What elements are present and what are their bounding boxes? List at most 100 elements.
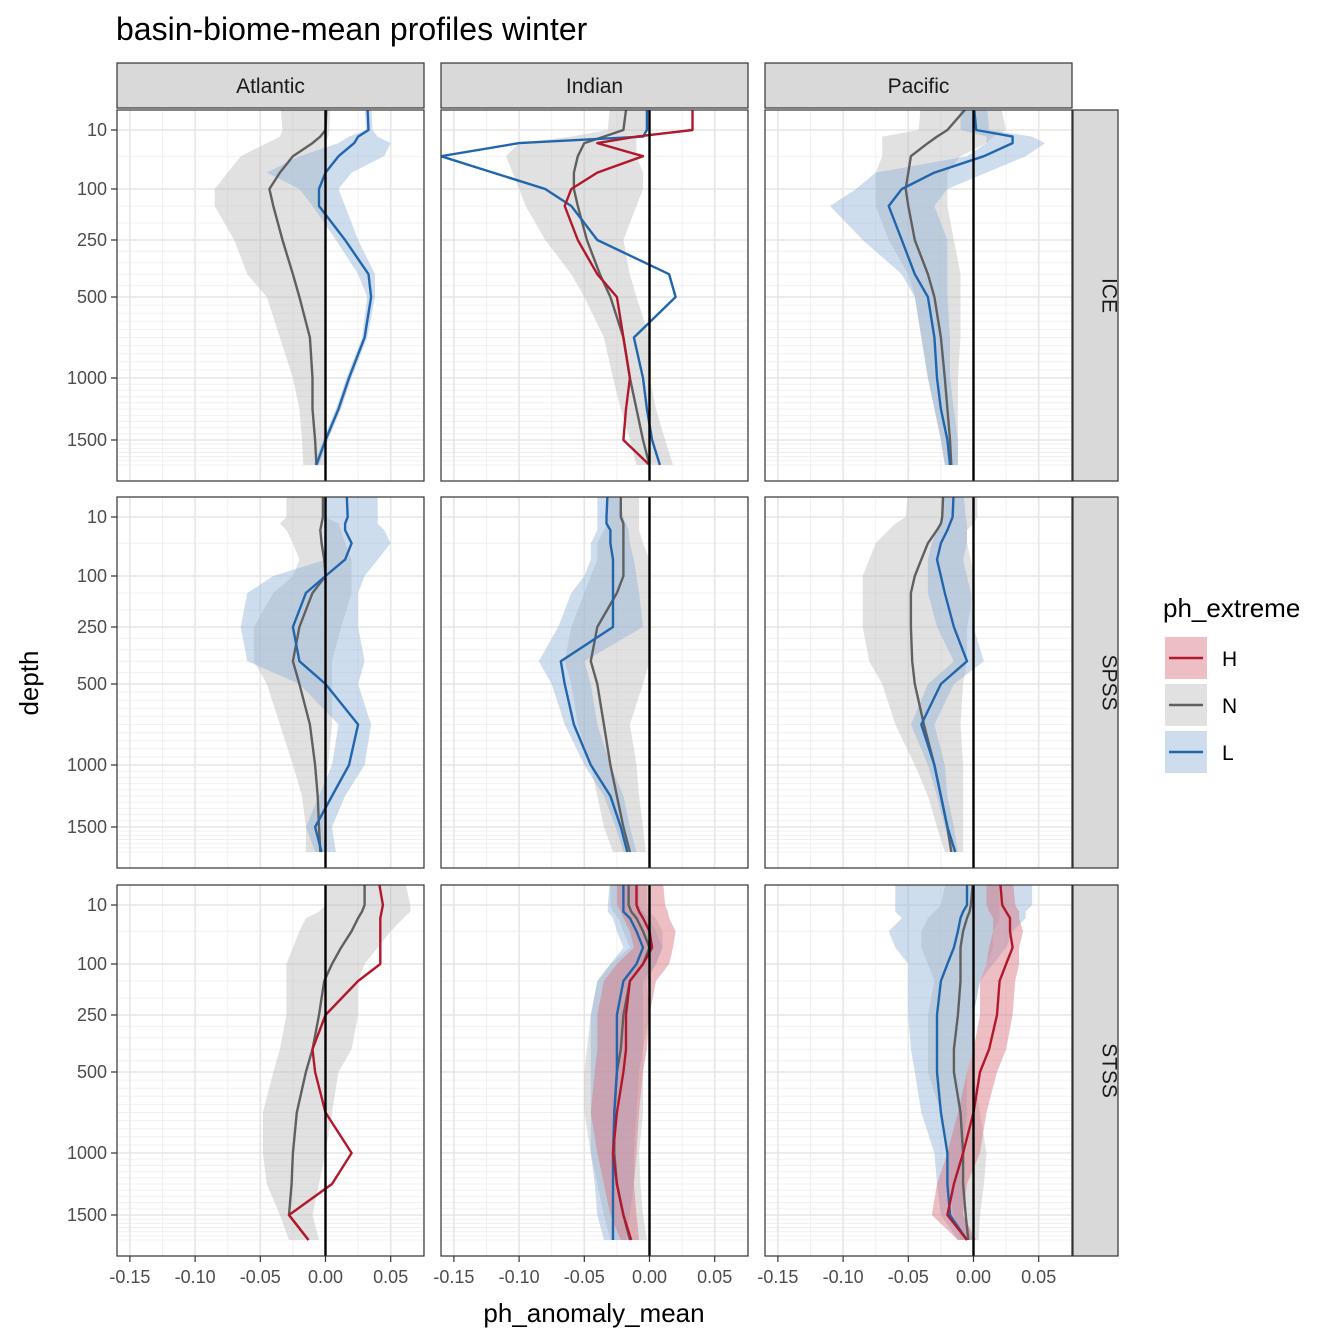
row-strip-spss xyxy=(1072,496,1119,869)
row-strip-label: SPSS xyxy=(1098,654,1121,710)
series-line-L xyxy=(611,885,645,1240)
panel-background xyxy=(117,497,424,868)
ribbon-L xyxy=(910,497,984,852)
panel-background xyxy=(117,110,424,481)
panel-border xyxy=(764,496,1073,869)
y-tick-label: 1000 xyxy=(67,1143,107,1163)
column-strip-atlantic xyxy=(116,62,425,109)
x-tick-label: 0.05 xyxy=(697,1267,732,1287)
row-strip-stss xyxy=(1072,884,1119,1257)
chart-title: basin-biome-mean profiles winter xyxy=(116,11,588,47)
series-line-L xyxy=(291,497,360,853)
series-line-N xyxy=(287,885,366,1241)
ribbon-L xyxy=(590,885,663,1240)
x-tick-label: -0.10 xyxy=(175,1267,216,1287)
panel-atlantic-spss: 10 100 250 500 1000 1500 xyxy=(67,496,425,869)
panel-background xyxy=(765,110,1072,481)
panel-background xyxy=(117,885,424,1256)
panel-border xyxy=(440,496,749,869)
y-tick-label: 250 xyxy=(77,617,107,637)
row-strip-label: STSS xyxy=(1098,1043,1121,1098)
series-line-L xyxy=(935,885,969,1241)
x-tick-label: 0.05 xyxy=(1021,1267,1056,1287)
series-line-H xyxy=(287,885,385,1241)
panel-border xyxy=(440,884,749,1257)
series-line-H xyxy=(563,110,694,466)
panel-indian-ice xyxy=(440,109,749,482)
x-tick-label: -0.05 xyxy=(564,1267,605,1287)
legend-label: L xyxy=(1222,742,1234,765)
y-tick-label: 1000 xyxy=(67,368,107,388)
panel-indian-stss: -0.15 -0.10 -0.05 0.00 0.05 xyxy=(433,884,749,1287)
y-tick-label: 500 xyxy=(77,287,107,307)
series-line-N xyxy=(268,110,328,466)
legend-label: N xyxy=(1222,695,1237,718)
x-tick-label: 0.00 xyxy=(308,1267,343,1287)
panel-indian-spss xyxy=(440,496,749,869)
y-tick-label: 10 xyxy=(87,120,107,140)
ribbon-L xyxy=(538,497,643,852)
ribbon-N xyxy=(253,497,352,852)
y-tick-label: 250 xyxy=(77,1005,107,1025)
series-line-N xyxy=(904,110,967,466)
x-tick-label: -0.15 xyxy=(433,1267,474,1287)
legend-item-h: H xyxy=(1165,637,1237,679)
ribbon-N xyxy=(564,497,650,852)
x-tick-label: -0.10 xyxy=(499,1267,540,1287)
column-strip-pacific xyxy=(764,62,1073,109)
x-tick-label: -0.05 xyxy=(888,1267,929,1287)
legend-title: ph_extreme xyxy=(1163,593,1300,623)
panel-border xyxy=(116,884,425,1257)
panel-border xyxy=(116,109,425,482)
legend: ph_extreme H N L xyxy=(1163,593,1300,773)
series-line-L xyxy=(441,110,677,466)
ribbon-N xyxy=(506,110,673,465)
y-tick-label: 1500 xyxy=(67,1205,107,1225)
y-tick-label: 500 xyxy=(77,1062,107,1082)
panel-border xyxy=(764,109,1073,482)
series-line-L xyxy=(887,110,1014,466)
legend-label: H xyxy=(1222,648,1237,671)
ribbon-N xyxy=(921,885,1000,1240)
x-axis-title: ph_anomaly_mean xyxy=(483,1298,704,1328)
y-tick-label: 500 xyxy=(77,674,107,694)
series-line-N xyxy=(589,497,632,853)
series-line-H xyxy=(946,885,1014,1241)
panel-border xyxy=(440,109,749,482)
x-tick-label: -0.15 xyxy=(109,1267,150,1287)
row-strip-ice xyxy=(1072,109,1119,482)
legend-item-l: L xyxy=(1165,731,1234,773)
series-line-N xyxy=(291,497,327,853)
panel-background xyxy=(765,885,1072,1256)
panel-pacific-stss: -0.15 -0.10 -0.05 0.00 0.05 xyxy=(757,884,1073,1287)
series-line-L xyxy=(920,497,969,853)
x-tick-label: 0.00 xyxy=(956,1267,991,1287)
series-line-N xyxy=(952,885,974,1241)
x-tick-label: -0.05 xyxy=(240,1267,281,1287)
x-tick-label: -0.15 xyxy=(757,1267,798,1287)
y-tick-label: 250 xyxy=(77,230,107,250)
column-strip-indian xyxy=(440,62,749,109)
ribbon-N xyxy=(262,885,411,1240)
y-tick-label: 1500 xyxy=(67,817,107,837)
row-strip-label: ICE xyxy=(1098,278,1121,313)
y-tick-label: 100 xyxy=(77,179,107,199)
ribbon-N xyxy=(214,110,331,465)
column-strip-label: Indian xyxy=(566,75,623,98)
y-tick-label: 1500 xyxy=(67,430,107,450)
series-line-L xyxy=(315,110,373,466)
legend-item-n: N xyxy=(1165,684,1237,726)
x-tick-label: 0.05 xyxy=(373,1267,408,1287)
y-tick-label: 100 xyxy=(77,566,107,586)
y-tick-label: 100 xyxy=(77,954,107,974)
panel-atlantic-ice: 10 100 250 500 1000 1500 xyxy=(67,109,425,482)
x-tick-label: 0.00 xyxy=(632,1267,667,1287)
panel-background xyxy=(441,497,748,868)
column-strip-label: Atlantic xyxy=(236,75,305,98)
y-tick-label: 1000 xyxy=(67,755,107,775)
x-tick-label: -0.10 xyxy=(823,1267,864,1287)
panel-pacific-ice xyxy=(764,109,1073,482)
y-tick-label: 10 xyxy=(87,507,107,527)
panel-atlantic-stss: 10 100 250 500 1000 1500 -0.15 -0.10 -0.05 0.00 0.… xyxy=(67,884,425,1287)
